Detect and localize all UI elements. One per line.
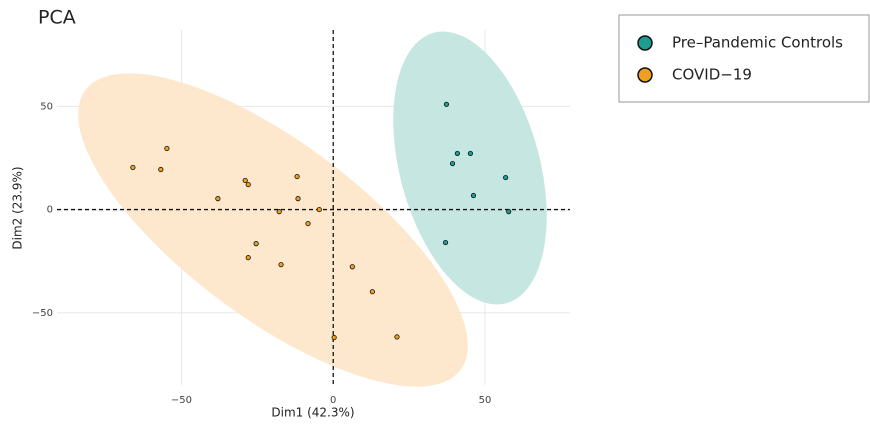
point <box>349 264 355 270</box>
point <box>245 181 251 188</box>
x-tick-label: 0 <box>330 395 336 406</box>
point <box>467 150 474 157</box>
x-tick-label: 50 <box>479 395 492 406</box>
point <box>331 334 337 341</box>
point <box>454 150 460 157</box>
y-tick-label: −50 <box>32 308 53 319</box>
point <box>245 255 251 261</box>
confidence-ellipse <box>393 31 547 305</box>
point <box>503 174 509 181</box>
point <box>164 145 170 152</box>
point <box>305 220 311 227</box>
point <box>242 177 248 184</box>
y-tick-label: 50 <box>40 101 53 112</box>
point <box>316 206 322 213</box>
point <box>278 262 284 268</box>
point <box>369 289 375 295</box>
legend-label: Pre–Pandemic Controls <box>672 34 843 52</box>
point <box>442 239 449 246</box>
y-axis-label: Dim2 (23.9%) <box>11 166 25 249</box>
legend-marker <box>637 35 653 51</box>
confidence-ellipse <box>78 73 468 387</box>
legend-marker <box>637 67 653 83</box>
chart-title: PCA <box>38 7 76 29</box>
point <box>130 164 136 171</box>
point <box>470 192 477 199</box>
point <box>158 166 164 173</box>
point <box>215 196 221 202</box>
x-tick-label: −50 <box>171 395 192 406</box>
legend-box <box>618 14 870 103</box>
point <box>253 241 259 247</box>
y-tick-label: 0 <box>47 205 53 216</box>
point <box>449 160 456 167</box>
point <box>276 209 282 215</box>
point <box>506 209 512 215</box>
point <box>394 334 400 340</box>
point <box>295 196 301 202</box>
x-axis-label: Dim1 (42.3%) <box>271 406 354 420</box>
point <box>294 173 300 180</box>
point <box>443 101 450 107</box>
legend-label: COVID−19 <box>672 66 752 84</box>
